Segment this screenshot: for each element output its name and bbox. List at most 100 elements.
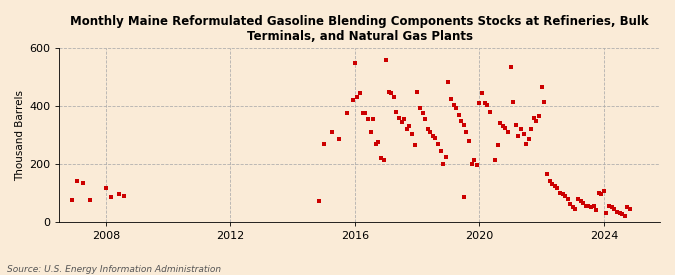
Point xyxy=(368,117,379,121)
Point xyxy=(451,105,462,110)
Point xyxy=(391,110,402,114)
Point xyxy=(562,196,573,201)
Point xyxy=(482,103,493,107)
Point xyxy=(568,205,578,210)
Point xyxy=(552,186,563,191)
Point xyxy=(371,142,381,146)
Point xyxy=(389,95,400,100)
Point xyxy=(375,156,386,160)
Point xyxy=(557,192,568,196)
Point xyxy=(352,95,363,100)
Point xyxy=(609,207,620,211)
Point xyxy=(319,142,329,146)
Point xyxy=(67,198,78,202)
Point xyxy=(326,130,337,134)
Point xyxy=(513,134,524,139)
Point xyxy=(472,163,483,167)
Point xyxy=(342,111,352,116)
Point xyxy=(539,100,549,104)
Point xyxy=(399,117,410,121)
Point xyxy=(620,214,630,218)
Point xyxy=(544,179,555,183)
Point xyxy=(101,186,111,191)
Point xyxy=(85,198,96,202)
Point xyxy=(495,121,506,126)
Point xyxy=(580,204,591,208)
Point xyxy=(446,97,456,101)
Point xyxy=(489,157,500,162)
Point xyxy=(404,124,415,128)
Point xyxy=(355,91,366,95)
Point xyxy=(617,212,628,217)
Point xyxy=(601,211,612,215)
Point xyxy=(461,130,472,134)
Point xyxy=(365,130,376,134)
Point xyxy=(497,124,508,128)
Point xyxy=(378,157,389,162)
Point xyxy=(437,162,448,166)
Point xyxy=(492,143,503,147)
Point xyxy=(362,117,373,121)
Point xyxy=(596,192,607,196)
Point xyxy=(394,116,404,120)
Text: Source: U.S. Energy Information Administration: Source: U.S. Energy Information Administ… xyxy=(7,265,221,274)
Point xyxy=(612,209,622,214)
Point xyxy=(521,142,532,146)
Point xyxy=(549,183,560,188)
Point xyxy=(402,127,412,131)
Point xyxy=(443,79,454,84)
Point xyxy=(578,201,589,205)
Point xyxy=(518,131,529,136)
Point xyxy=(606,205,617,210)
Point xyxy=(529,116,539,120)
Point xyxy=(414,105,425,110)
Point xyxy=(523,137,534,142)
Point xyxy=(474,101,485,105)
Point xyxy=(381,58,392,62)
Point xyxy=(614,211,625,215)
Point xyxy=(386,91,397,95)
Point xyxy=(425,130,435,134)
Point xyxy=(453,112,464,117)
Title: Monthly Maine Reformulated Gasoline Blending Components Stocks at Refineries, Bu: Monthly Maine Reformulated Gasoline Blen… xyxy=(70,15,649,43)
Point xyxy=(334,137,345,142)
Point xyxy=(350,60,360,65)
Point xyxy=(106,195,117,199)
Point xyxy=(593,191,604,195)
Point xyxy=(534,114,545,119)
Point xyxy=(412,89,423,94)
Point xyxy=(622,205,632,210)
Point xyxy=(357,111,368,116)
Point xyxy=(448,103,459,107)
Point xyxy=(406,131,417,136)
Point xyxy=(458,195,469,199)
Point xyxy=(469,157,480,162)
Point xyxy=(373,140,383,144)
Point xyxy=(570,207,580,211)
Point xyxy=(585,205,596,210)
Point xyxy=(624,207,635,211)
Point xyxy=(430,136,441,140)
Point xyxy=(541,172,552,176)
Point xyxy=(113,192,124,196)
Point xyxy=(417,111,428,116)
Point xyxy=(503,130,514,134)
Point xyxy=(589,204,599,208)
Point xyxy=(433,142,443,146)
Point xyxy=(477,91,487,95)
Point xyxy=(500,126,511,130)
Point xyxy=(427,134,438,139)
Point xyxy=(479,101,490,105)
Point xyxy=(119,194,130,198)
Point xyxy=(565,202,576,207)
Point xyxy=(537,85,547,90)
Point xyxy=(510,123,521,127)
Point xyxy=(420,117,431,121)
Point xyxy=(77,180,88,185)
Point xyxy=(554,191,565,195)
Point xyxy=(508,100,518,104)
Point xyxy=(441,155,452,159)
Point xyxy=(466,162,477,166)
Point xyxy=(547,182,558,186)
Point xyxy=(313,199,324,204)
